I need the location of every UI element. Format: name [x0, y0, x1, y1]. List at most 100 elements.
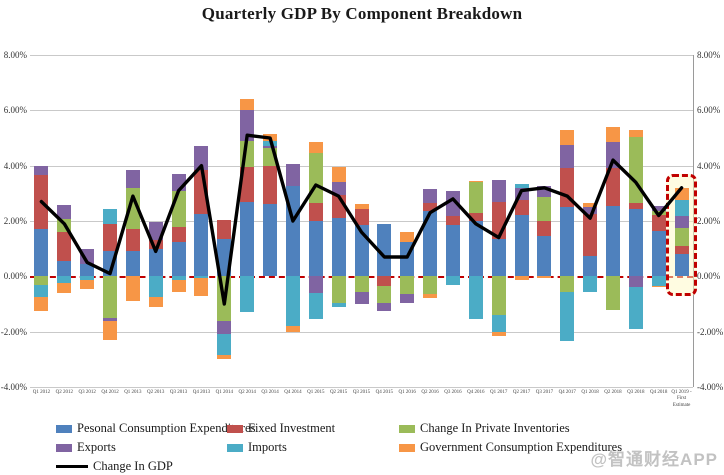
bar-segment-imports [491, 315, 506, 332]
y-tick-label-right: 6.00% [697, 105, 721, 116]
bar-segment-fixed [354, 208, 369, 226]
bar-segment-imports [148, 276, 163, 298]
bar-segment-government [605, 126, 620, 143]
bar-segment-fixed [57, 232, 72, 262]
bar-segment-pce [628, 208, 643, 277]
bar-segment-imports [217, 334, 232, 356]
x-category-label: Q2 2015 [329, 390, 348, 395]
x-category-label: Q4 2016 [467, 390, 485, 395]
bar-segment-imports [468, 276, 483, 320]
bar-segment-exports [285, 164, 300, 187]
bar-segment-imports [285, 276, 300, 327]
legend-item-gdp_line: Change In GDP [56, 459, 227, 474]
bar-segment-exports [628, 276, 643, 288]
bar-segment-pce [674, 253, 689, 277]
bar-segment-fixed [103, 223, 118, 252]
bar-segment-pce [445, 225, 460, 277]
x-category-label: Q1 2013 [124, 390, 142, 395]
bar-segment-imports [514, 183, 529, 188]
bar-segment-exports [263, 146, 278, 148]
bar-segment-government [308, 142, 323, 154]
bar-segment-fixed [674, 246, 689, 254]
y-tick-label-left: 4.00% [3, 160, 27, 171]
bar-segment-fixed [308, 203, 323, 221]
bar-segment-fixed [423, 203, 438, 212]
bar-segment-pce [583, 255, 598, 277]
x-category-label: Q3 2013 [169, 390, 188, 395]
x-category-label: Q3 2015 [352, 390, 371, 395]
bar-segment-imports [583, 276, 598, 292]
x-category-label: Q2 2014 [238, 390, 256, 395]
bar-segment-inventories [560, 276, 575, 292]
bar-segment-imports [240, 276, 255, 313]
bar-segment-fixed [468, 212, 483, 221]
x-category-label: Q1 2018 [581, 390, 599, 395]
bar-segment-exports [560, 144, 575, 169]
legend-swatch-fixed [227, 424, 243, 433]
bar-segment-government [34, 297, 49, 311]
bar-segment-pce [194, 214, 209, 277]
x-category-label: Q1 2017 [489, 390, 508, 395]
bar-segment-pce [148, 248, 163, 277]
bar-segment-pce [240, 201, 255, 277]
bar-segment-pce [651, 230, 666, 277]
bar-segment-fixed [628, 203, 643, 209]
bar-segment-imports [103, 208, 118, 224]
bar-segment-exports [331, 182, 346, 195]
bar-segment-imports [194, 276, 209, 278]
legend-label: Change In GDP [93, 459, 173, 473]
bar-segment-exports [240, 110, 255, 141]
bar-segment-exports [651, 205, 666, 212]
legend-label: Exports [77, 440, 116, 454]
bar-segment-fixed [125, 229, 140, 252]
grid-line [30, 165, 693, 167]
legend-label: Imports [248, 440, 287, 454]
bar-segment-exports [125, 169, 140, 188]
bar-segment-government [148, 297, 163, 307]
bar-segment-pce [537, 236, 552, 277]
x-category-label: Q2 2017 [512, 390, 531, 395]
bar-segment-government [125, 276, 140, 302]
watermark: @智通财经APP [590, 450, 718, 469]
bar-segment-fixed [148, 240, 163, 249]
change-in-gdp-line [39, 133, 684, 306]
bar-segment-pce [377, 223, 392, 277]
legend-label: Pesonal Consumption Expenditures [77, 421, 256, 435]
bar-segment-imports [57, 276, 72, 284]
x-category-label: Q2 2016 [421, 390, 439, 395]
bar-segment-pce [34, 229, 49, 277]
y-tick-label-right: 8.00% [697, 50, 721, 60]
bar-segment-government [583, 203, 598, 208]
bar-segment-inventories [491, 276, 506, 316]
bar-segment-imports [560, 291, 575, 342]
bar-segment-government [651, 286, 666, 288]
bar-segment-fixed [514, 200, 529, 216]
bar-segment-exports [217, 320, 232, 335]
legend-swatch-imports [227, 443, 243, 452]
x-category-label: Q4 2015 [375, 390, 394, 395]
legend: Pesonal Consumption Expenditures Fixed In… [56, 419, 696, 475]
bar-segment-exports [491, 179, 506, 202]
x-category-label: Q3 2016 [444, 390, 462, 395]
bar-segment-exports [354, 291, 369, 304]
x-category-label: Q4 2012 [101, 390, 119, 395]
bar-segment-exports [537, 185, 552, 198]
legend-swatch-inventories [399, 424, 415, 433]
legend-item-pce: Pesonal Consumption Expenditures [56, 421, 255, 436]
bar-segment-exports [80, 248, 95, 264]
bar-segment-pce [423, 211, 438, 277]
legend-label: Fixed Investment [248, 421, 336, 435]
x-category-label: Q2 2012 [55, 390, 73, 395]
legend-swatch-government [399, 443, 415, 452]
legend-item-government: Government Consumption Expenditures [399, 440, 696, 455]
bar-segment-inventories [423, 276, 438, 295]
bar-segment-government [171, 280, 186, 292]
bar-segment-government [674, 188, 689, 200]
bar-segment-exports [445, 191, 460, 216]
x-category-label: Q3 2012 [78, 390, 96, 395]
bar-segment-imports [331, 302, 346, 307]
bar-segment-government [354, 204, 369, 209]
bar-segment-exports [103, 317, 118, 321]
bar-segment-inventories [354, 276, 369, 292]
